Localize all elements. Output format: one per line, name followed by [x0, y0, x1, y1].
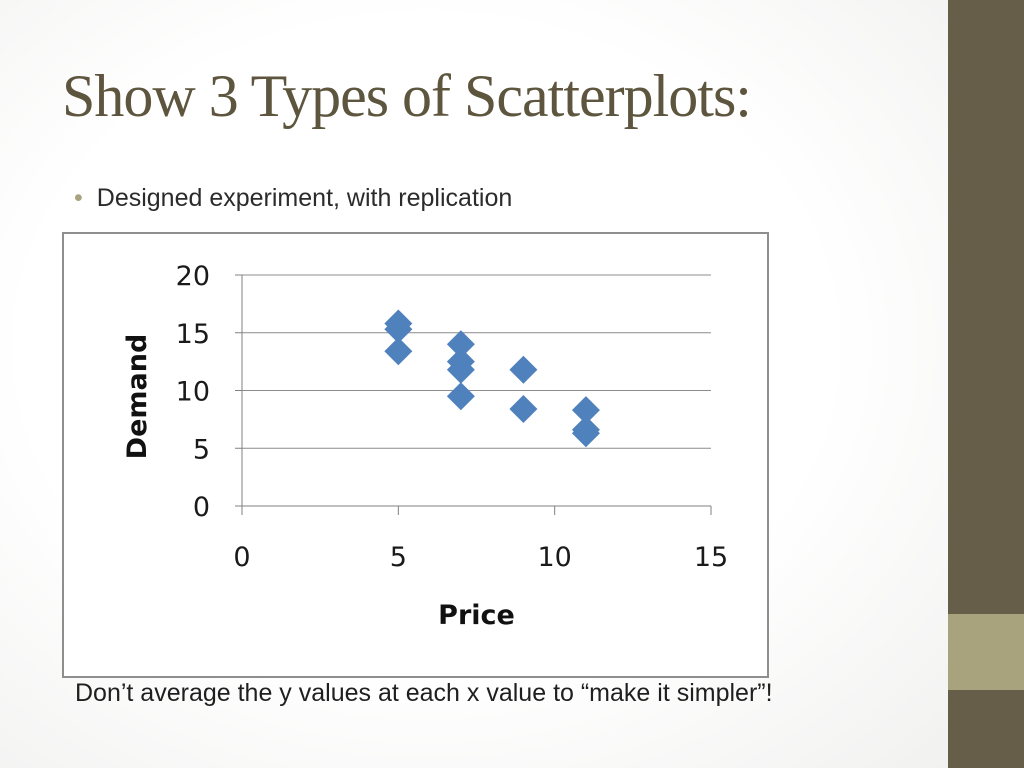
data-point: [509, 394, 538, 423]
y-axis-label: Demand: [122, 334, 153, 460]
y-tick-label: 20: [176, 261, 210, 292]
data-point: [384, 315, 413, 344]
data-point: [384, 337, 413, 366]
data-point: [446, 330, 475, 359]
scatter-chart-frame: 0 5 10 15 20 0 5 10 15 Price Demand: [62, 232, 769, 678]
x-axis-label: Price: [438, 600, 515, 631]
y-tick-label: 0: [193, 492, 210, 523]
bullet-dot-icon: •: [74, 184, 83, 212]
bullet-text: Designed experiment, with replication: [96, 184, 513, 212]
data-point: [571, 396, 600, 425]
data-point: [446, 355, 475, 384]
x-tick-label: 10: [537, 542, 571, 573]
footer-note: Don’t average the y values at each x val…: [75, 679, 773, 707]
slide-title: Show 3 Types of Scatterplots:: [62, 63, 752, 129]
data-point: [571, 419, 600, 448]
bullet-item: • Designed experiment, with replication: [74, 184, 512, 213]
data-point: [446, 382, 475, 411]
x-tick-label: 5: [390, 542, 407, 573]
scatter-chart: 0 5 10 15 20 0 5 10 15 Price Demand: [122, 261, 728, 631]
decorative-side-accent: [948, 614, 1024, 690]
y-tick-label: 15: [176, 319, 210, 350]
y-tick-label: 5: [193, 434, 210, 465]
x-tick-label: 15: [694, 542, 728, 573]
y-tick-label: 10: [176, 377, 210, 408]
data-point: [509, 355, 538, 384]
x-tick-label: 0: [233, 542, 250, 573]
